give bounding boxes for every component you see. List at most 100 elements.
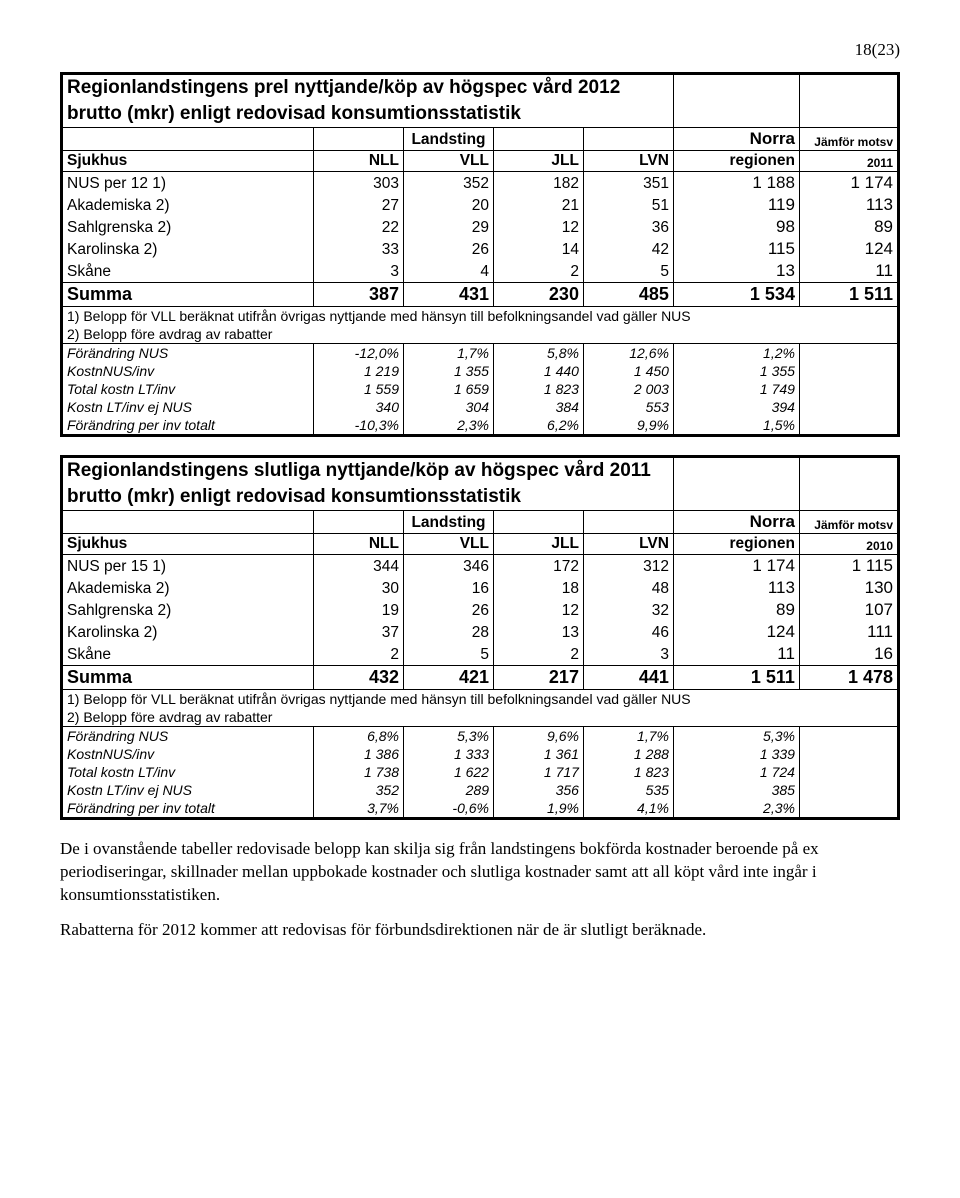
- row-label: NUS per 15 1): [62, 555, 314, 578]
- cell: 5: [404, 643, 494, 666]
- cell: 36: [583, 216, 673, 238]
- row-label: Akademiska 2): [62, 194, 314, 216]
- metric-cell: 12,6%: [583, 344, 673, 363]
- table-note: 2) Belopp före avdrag av rabatter: [62, 325, 899, 344]
- table-note: 1) Belopp för VLL beräknat utifrån övrig…: [62, 690, 899, 709]
- sum-cell: 432: [314, 666, 404, 690]
- cell: 172: [493, 555, 583, 578]
- cell: 352: [404, 172, 494, 195]
- metric-cell: 1 749: [673, 380, 799, 398]
- metric-cell: 1 659: [404, 380, 494, 398]
- metric-cell: 2 003: [583, 380, 673, 398]
- metric-label: Kostn LT/inv ej NUS: [62, 781, 314, 799]
- metric-cell: 6,8%: [314, 727, 404, 746]
- metric-cell: 1,7%: [404, 344, 494, 363]
- metric-cell: 9,9%: [583, 416, 673, 436]
- body-paragraph-1: De i ovanstående tabeller redovisade bel…: [60, 838, 900, 907]
- col-jamfor: Jämför motsv: [799, 511, 898, 534]
- row-label: NUS per 12 1): [62, 172, 314, 195]
- row-label: Akademiska 2): [62, 577, 314, 599]
- cell: 16: [799, 643, 898, 666]
- cell: 312: [583, 555, 673, 578]
- table-2012: Regionlandstingens prel nyttjande/köp av…: [60, 72, 900, 437]
- metric-cell: [799, 763, 898, 781]
- metric-cell: 1,9%: [493, 799, 583, 819]
- metric-label: KostnNUS/inv: [62, 745, 314, 763]
- metric-cell: [799, 380, 898, 398]
- metric-label: Förändring per inv totalt: [62, 799, 314, 819]
- cell: 3: [583, 643, 673, 666]
- metric-cell: [799, 398, 898, 416]
- table-note: 2) Belopp före avdrag av rabatter: [62, 708, 899, 727]
- cell: 12: [493, 216, 583, 238]
- metric-cell: [799, 362, 898, 380]
- metric-label: Total kostn LT/inv: [62, 380, 314, 398]
- metric-label: Total kostn LT/inv: [62, 763, 314, 781]
- col-header: JLL: [493, 151, 583, 172]
- cell: 346: [404, 555, 494, 578]
- metric-cell: [799, 799, 898, 819]
- metric-cell: 289: [404, 781, 494, 799]
- col-header: LVN: [583, 151, 673, 172]
- cell: 115: [673, 238, 799, 260]
- cell: 26: [404, 238, 494, 260]
- row-label: Karolinska 2): [62, 238, 314, 260]
- col-group-landsting: Landsting: [404, 511, 494, 534]
- cell: 2: [493, 643, 583, 666]
- metric-cell: 1 355: [673, 362, 799, 380]
- col-header: NLL: [314, 151, 404, 172]
- metric-cell: 1 823: [583, 763, 673, 781]
- table-title: Regionlandstingens prel nyttjande/köp av…: [62, 74, 674, 102]
- cell: 27: [314, 194, 404, 216]
- col-group-landsting: Landsting: [404, 128, 494, 151]
- cell: 12: [493, 599, 583, 621]
- metric-cell: 5,3%: [404, 727, 494, 746]
- cell: 21: [493, 194, 583, 216]
- metric-cell: 4,1%: [583, 799, 673, 819]
- metric-cell: 1 622: [404, 763, 494, 781]
- cell: 28: [404, 621, 494, 643]
- metric-cell: 553: [583, 398, 673, 416]
- metric-cell: 352: [314, 781, 404, 799]
- col-header: JLL: [493, 534, 583, 555]
- sum-label: Summa: [62, 666, 314, 690]
- table-2011: Regionlandstingens slutliga nyttjande/kö…: [60, 455, 900, 820]
- cell: 42: [583, 238, 673, 260]
- metric-cell: [799, 344, 898, 363]
- sum-label: Summa: [62, 283, 314, 307]
- row-label: Sahlgrenska 2): [62, 216, 314, 238]
- cell: 2: [493, 260, 583, 283]
- metric-cell: 340: [314, 398, 404, 416]
- col-norra: Norra: [673, 128, 799, 151]
- col-header: 2010: [799, 534, 898, 555]
- cell: 18: [493, 577, 583, 599]
- cell: 89: [799, 216, 898, 238]
- cell: 303: [314, 172, 404, 195]
- metric-cell: 1 219: [314, 362, 404, 380]
- body-paragraph-2: Rabatterna för 2012 kommer att redovisas…: [60, 919, 900, 942]
- cell: 29: [404, 216, 494, 238]
- cell: 124: [799, 238, 898, 260]
- metric-cell: 9,6%: [493, 727, 583, 746]
- table-subtitle: brutto (mkr) enligt redovisad konsumtion…: [62, 101, 674, 128]
- metric-cell: 1 333: [404, 745, 494, 763]
- cell: 182: [493, 172, 583, 195]
- row-label: Skåne: [62, 643, 314, 666]
- cell: 2: [314, 643, 404, 666]
- cell: 98: [673, 216, 799, 238]
- metric-cell: 1 440: [493, 362, 583, 380]
- cell: 13: [673, 260, 799, 283]
- cell: 20: [404, 194, 494, 216]
- table-subtitle: brutto (mkr) enligt redovisad konsumtion…: [62, 484, 674, 511]
- table-note: 1) Belopp för VLL beräknat utifrån övrig…: [62, 307, 899, 326]
- metric-cell: 1 450: [583, 362, 673, 380]
- metric-cell: 1 288: [583, 745, 673, 763]
- metric-cell: -12,0%: [314, 344, 404, 363]
- metric-cell: 1,2%: [673, 344, 799, 363]
- col-header: Sjukhus: [62, 534, 314, 555]
- cell: 113: [673, 577, 799, 599]
- metric-cell: 385: [673, 781, 799, 799]
- metric-cell: [799, 781, 898, 799]
- metric-cell: 356: [493, 781, 583, 799]
- row-label: Sahlgrenska 2): [62, 599, 314, 621]
